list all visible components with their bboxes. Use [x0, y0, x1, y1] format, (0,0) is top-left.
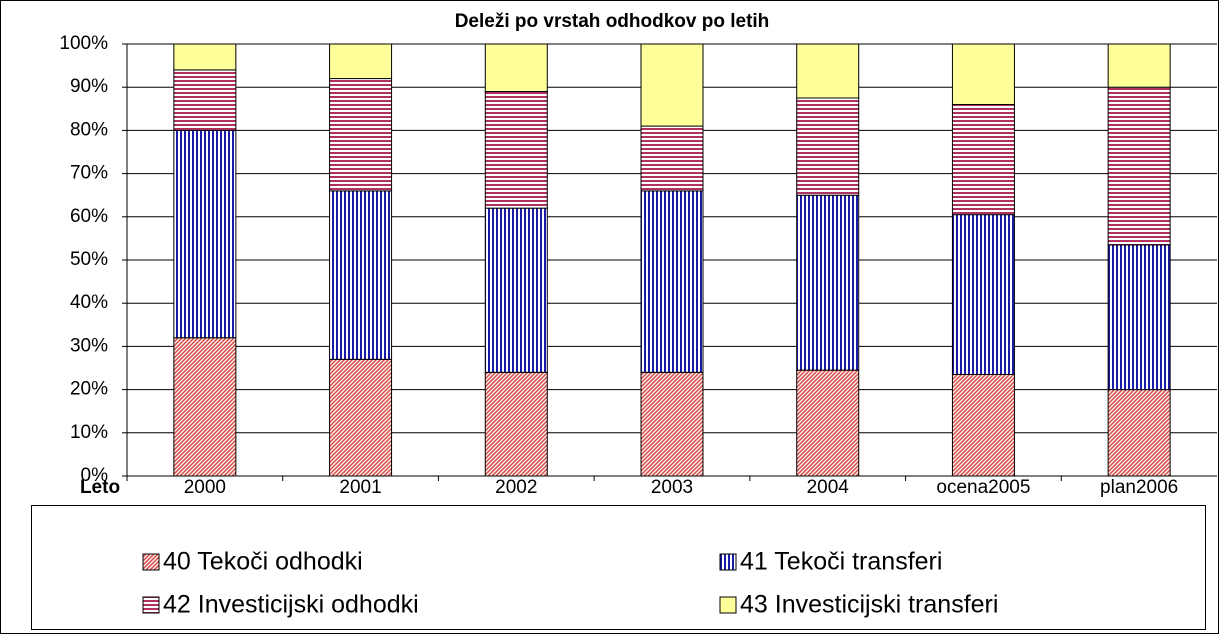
legend-box: [31, 505, 1206, 630]
bar-segment: [1107, 86, 1171, 246]
x-tick-label: 2003: [651, 477, 693, 498]
bar-segment: [484, 91, 548, 209]
bar-segment: [173, 129, 237, 339]
legend-swatch: [142, 596, 160, 614]
bar-segment: [484, 371, 548, 477]
bar-segment: [796, 43, 860, 99]
bar-segment: [951, 43, 1015, 105]
y-tick-label: 0%: [81, 465, 109, 486]
bar-segment: [1107, 389, 1171, 477]
legend-label: 41 Tekoči transferi: [740, 548, 942, 576]
x-tick-label: 2004: [807, 477, 850, 498]
bar-segment: [796, 194, 860, 371]
x-tick-label: 2000: [184, 477, 226, 498]
bar-segment: [329, 190, 393, 360]
bar-segment: [640, 43, 704, 127]
bar-segment: [329, 43, 393, 80]
legend-swatch: [719, 553, 737, 571]
y-tick-label: 70%: [70, 163, 108, 184]
bar-segment: [796, 369, 860, 477]
legend-label: 40 Tekoči odhodki: [163, 548, 363, 576]
bar-segment: [1107, 244, 1171, 391]
legend-swatch: [719, 596, 737, 614]
bar-segment: [484, 207, 548, 373]
legend-label: 43 Investicijski transferi: [740, 591, 998, 619]
y-tick-label: 30%: [70, 335, 108, 356]
x-tick-label: 2001: [339, 477, 381, 498]
bar-segment: [796, 97, 860, 196]
bar-segment: [951, 214, 1015, 375]
y-tick-label: 80%: [70, 119, 108, 140]
x-axis-title: Leto: [80, 477, 120, 498]
bar-segment: [640, 371, 704, 477]
y-tick-label: 90%: [70, 76, 108, 97]
bar-segment: [329, 358, 393, 477]
legend-swatch: [142, 553, 160, 571]
bar-segment: [329, 78, 393, 192]
x-tick-label: ocena2005: [936, 477, 1030, 498]
y-tick-label: 20%: [70, 379, 108, 400]
bar-segment: [951, 103, 1015, 216]
y-tick-label: 50%: [70, 249, 108, 270]
bar-segment: [484, 43, 548, 93]
bar-segment: [173, 43, 237, 71]
bar-segment: [173, 337, 237, 477]
y-tick-label: 100%: [59, 33, 108, 54]
bar-segment: [640, 190, 704, 373]
y-tick-label: 40%: [70, 292, 108, 313]
x-tick-label: plan2006: [1100, 477, 1178, 498]
bar-segment: [173, 69, 237, 131]
legend-label: 42 Investicijski odhodki: [163, 591, 419, 619]
x-tick-label: 2002: [495, 477, 537, 498]
y-tick-label: 10%: [70, 422, 108, 443]
y-tick-label: 60%: [70, 206, 108, 227]
bar-segment: [951, 373, 1015, 477]
bar-segment: [1107, 43, 1171, 88]
chart-title: Deleži po vrstah odhodkov po letih: [455, 11, 770, 32]
bar-segment: [640, 125, 704, 192]
